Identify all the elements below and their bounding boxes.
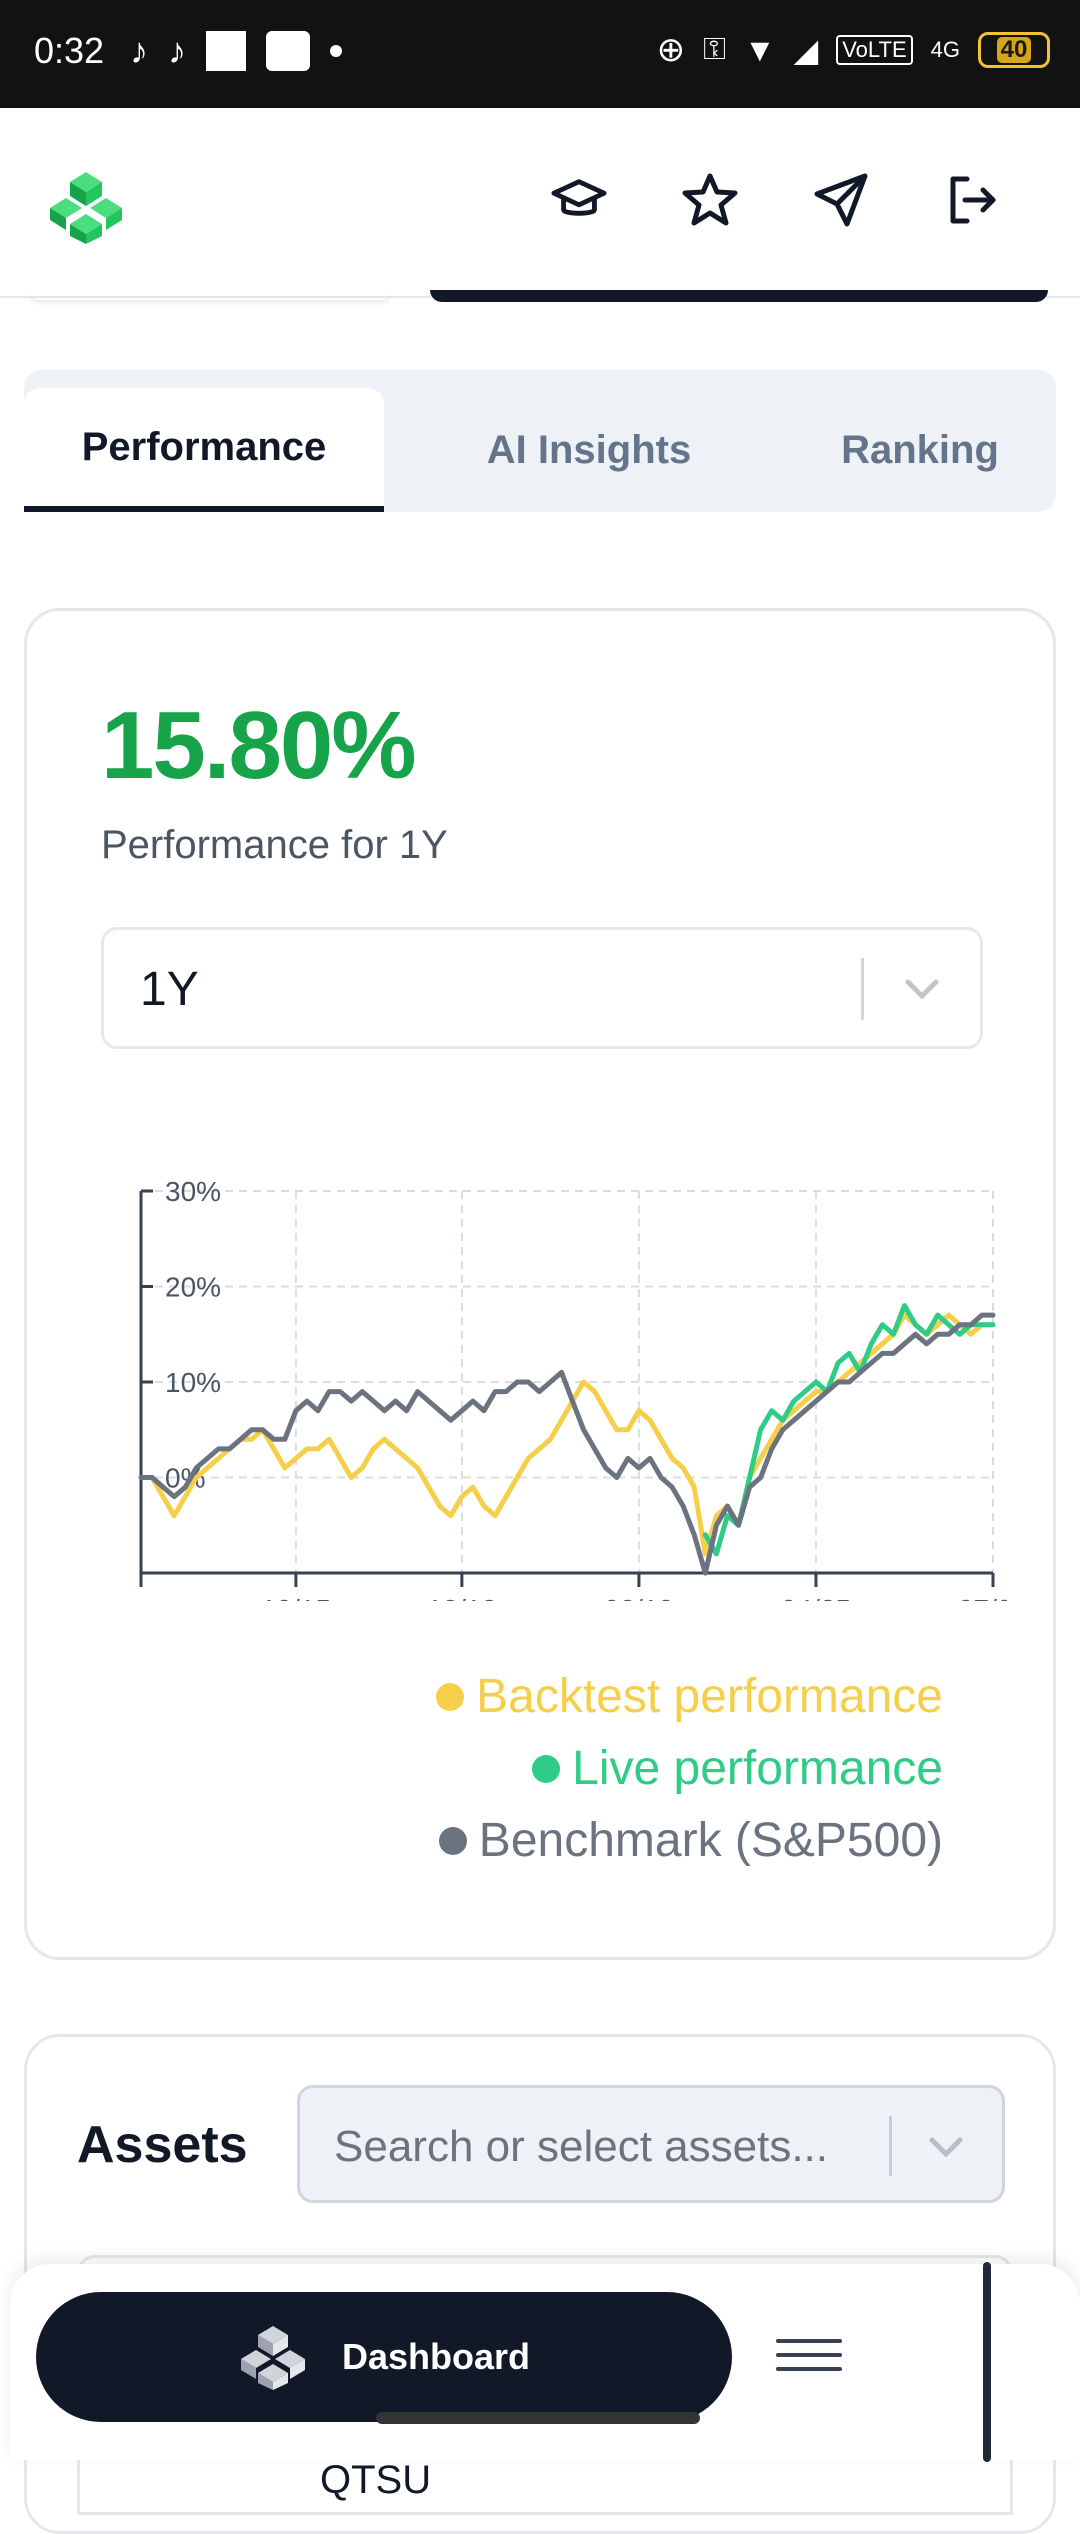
hamburger-menu-icon[interactable]	[776, 2322, 842, 2388]
status-time: 0:32	[34, 30, 105, 71]
image-icon	[266, 31, 310, 71]
x-tick-label: 02/19	[604, 1594, 674, 1601]
signal-icon: ◢	[793, 32, 819, 68]
data-saver-icon: ⊕	[656, 31, 686, 69]
key-icon: ⚿	[703, 33, 726, 66]
performance-chart: 30%20%10%0%10/1512/1302/1904/2507/01	[138, 1176, 1007, 1601]
assets-select[interactable]: Search or select assets...	[297, 2085, 1005, 2203]
tab-bar: Performance AI Insights Ranking	[24, 370, 1056, 512]
dashboard-button[interactable]: Dashboard	[36, 2292, 732, 2422]
tiktok-icon: ♪	[130, 30, 148, 71]
volte-badge: VoLTE	[836, 35, 913, 65]
legend-benchmark: Benchmark (S&P500)	[436, 1805, 943, 1877]
table-cell: QTSU	[320, 2458, 432, 2502]
x-tick-label: 12/13	[427, 1594, 497, 1601]
legend-live: Live performance	[436, 1733, 943, 1805]
status-bar: 0:32 ♪ ♪ ⊕ ⚿ ▼ ◢ VoLTE 4G 40	[0, 0, 1080, 108]
legend-dot-backtest	[436, 1683, 465, 1711]
performance-card: 15.80% Performance for 1Y 1Y 30% 20% 10% 0%…	[24, 608, 1056, 1960]
home-indicator[interactable]	[376, 2412, 700, 2424]
battery-icon: 40	[978, 32, 1050, 68]
graduation-cap-icon[interactable]	[551, 172, 607, 228]
notification-icons: ♪ ♪	[130, 30, 342, 72]
tiktok-icon: ♪	[168, 30, 186, 71]
y-tick-label: 10%	[165, 1367, 221, 1398]
x-tick-label: 10/15	[261, 1594, 331, 1601]
period-select-value: 1Y	[140, 963, 199, 1016]
series-line-0	[138, 1312, 996, 1557]
legend-backtest: Backtest performance	[436, 1661, 943, 1733]
legend-dot-benchmark	[438, 1827, 467, 1855]
dot-icon	[330, 45, 342, 57]
series-line-2	[138, 1312, 996, 1576]
tab-ai-insights[interactable]: AI Insights	[486, 427, 692, 472]
card-edge-dark	[430, 290, 1048, 302]
tab-performance[interactable]: Performance	[24, 388, 384, 512]
legend-dot-live	[532, 1755, 561, 1783]
select-divider	[861, 958, 864, 1020]
logout-icon[interactable]	[944, 172, 1000, 228]
series-line-1	[702, 1303, 996, 1557]
system-icons: ⊕ ⚿ ▼ ◢ VoLTE 4G 40	[657, 30, 1050, 70]
assets-search-placeholder: Search or select assets...	[334, 2122, 828, 2171]
tab-ranking[interactable]: Ranking	[841, 427, 999, 472]
y-tick-label: 30%	[165, 1176, 221, 1207]
square-icon	[206, 31, 246, 71]
performance-label: Performance for 1Y	[101, 823, 448, 867]
select-divider	[889, 2116, 892, 2176]
wifi-icon: ▼	[743, 31, 776, 68]
x-tick-label: 07/01	[958, 1594, 1007, 1601]
dashboard-cube-icon	[240, 2326, 305, 2390]
signal-4g-icon: 4G	[930, 37, 960, 62]
y-tick-label: 20%	[165, 1272, 221, 1303]
bottom-nav: Dashboard	[10, 2264, 1080, 2460]
card-edge	[30, 292, 390, 300]
chevron-down-icon[interactable]	[900, 966, 944, 1015]
star-icon[interactable]	[682, 172, 738, 228]
green-cube-logo[interactable]	[48, 168, 124, 251]
scrollbar[interactable]	[983, 2262, 991, 2462]
x-tick-label: 04/25	[781, 1594, 851, 1601]
assets-title: Assets	[77, 2116, 248, 2174]
chevron-down-icon[interactable]	[924, 2124, 968, 2173]
dashboard-label: Dashboard	[341, 2336, 531, 2377]
period-select[interactable]: 1Y	[101, 927, 983, 1049]
app-header	[0, 108, 1080, 298]
send-icon[interactable]	[813, 172, 869, 228]
chart-legend: Backtest performance Live performance Be…	[436, 1661, 943, 1877]
performance-value: 15.80%	[101, 692, 417, 799]
